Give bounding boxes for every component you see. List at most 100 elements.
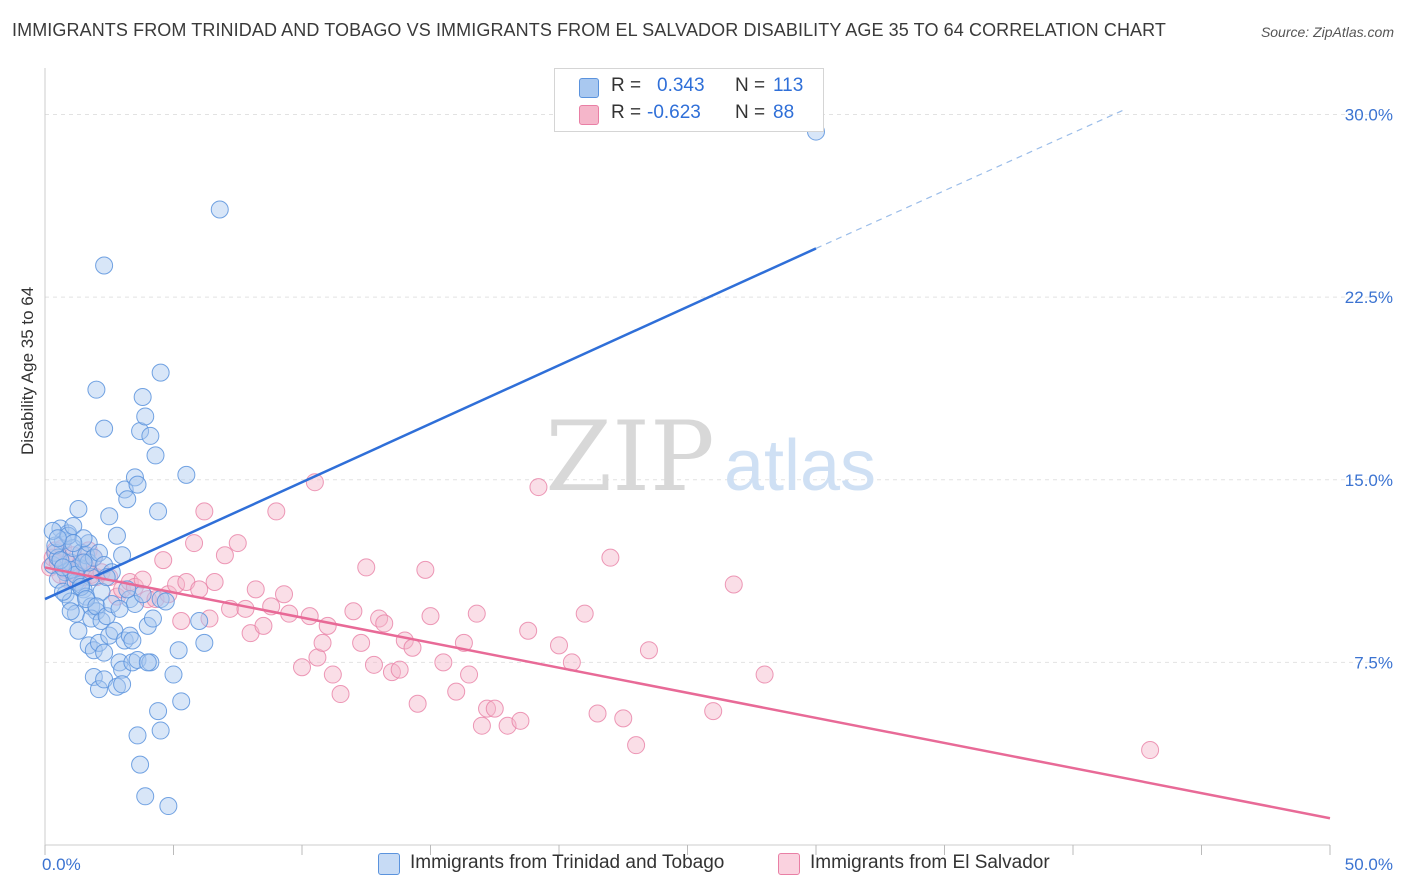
data-point-el-salvador [614, 709, 633, 728]
data-point-el-salvador [267, 502, 286, 521]
data-point-el-salvador [246, 580, 265, 599]
trend-line-trinidad-extension [815, 109, 1125, 249]
axes [44, 68, 1331, 855]
data-point-el-salvador [447, 682, 466, 701]
data-point-el-salvador [308, 648, 327, 667]
data-point-trinidad [100, 507, 119, 526]
bottom-legend-swatch-blue [378, 853, 400, 875]
data-point-el-salvador [331, 685, 350, 704]
data-point-el-salvador [601, 548, 620, 567]
legend-n-label: N = [735, 102, 766, 123]
data-point-el-salvador [724, 575, 743, 594]
series-el-salvador-points [41, 473, 1160, 760]
data-point-el-salvador [300, 607, 319, 626]
data-point-trinidad [69, 621, 88, 640]
data-point-trinidad [125, 468, 144, 487]
y-axis-label: Disability Age 35 to 64 [18, 286, 37, 455]
legend-r-label: R = [611, 102, 642, 123]
data-point-trinidad [51, 551, 70, 570]
data-point-trinidad [74, 529, 93, 548]
data-point-trinidad [128, 726, 147, 745]
data-point-el-salvador [550, 636, 568, 655]
data-point-el-salvador [275, 585, 294, 604]
data-point-el-salvador [133, 570, 152, 589]
data-point-trinidad [156, 592, 175, 611]
data-point-trinidad [82, 609, 101, 628]
data-point-el-salvador [313, 633, 332, 652]
data-point-trinidad [143, 609, 162, 628]
data-point-trinidad [79, 636, 98, 655]
legend-r-value: -0.623 [647, 102, 701, 123]
series-trinidad-points [43, 122, 825, 816]
data-point-el-salvador [205, 573, 224, 592]
data-point-trinidad [123, 653, 142, 672]
data-point-trinidad [61, 602, 80, 621]
data-point-trinidad [107, 526, 126, 545]
data-point-trinidad [131, 422, 150, 441]
data-point-trinidad [136, 787, 155, 806]
data-point-el-salvador [704, 702, 723, 721]
data-point-trinidad [128, 475, 147, 494]
data-point-el-salvador [575, 604, 594, 623]
data-point-trinidad [89, 543, 108, 562]
tick-labels: 7.5% 15.0% 22.5% 30.0% 0.0% 50.0% [42, 106, 1393, 874]
x-tick-label: 0.0% [42, 855, 81, 874]
data-point-el-salvador [375, 614, 394, 633]
data-point-el-salvador [318, 616, 337, 635]
data-point-el-salvador [511, 711, 530, 730]
data-point-trinidad [195, 633, 214, 652]
data-point-trinidad [146, 446, 165, 465]
data-point-trinidad [172, 692, 191, 711]
data-point-trinidad [118, 490, 137, 509]
data-point-el-salvador [344, 602, 363, 621]
source-label: Source: ZipAtlas.com [1260, 24, 1394, 40]
data-point-trinidad [92, 582, 111, 601]
data-point-trinidad [123, 631, 142, 650]
y-tick-label: 7.5% [1354, 653, 1393, 672]
y-tick-label: 30.0% [1345, 106, 1393, 125]
legend-n-label: N = [735, 75, 766, 96]
legend-swatch-pink [579, 105, 599, 125]
data-point-trinidad [177, 465, 196, 484]
data-point-trinidad [131, 755, 150, 774]
data-point-el-salvador [529, 478, 548, 497]
data-point-trinidad [138, 653, 157, 672]
data-point-el-salvador [639, 641, 658, 660]
data-point-el-salvador [352, 633, 371, 652]
data-point-el-salvador [172, 611, 191, 630]
y-tick-label: 15.0% [1345, 471, 1393, 490]
data-point-trinidad [164, 665, 183, 684]
data-point-trinidad [107, 677, 126, 696]
data-point-trinidad [87, 380, 106, 399]
legend-swatch-blue [579, 78, 599, 98]
data-point-el-salvador [323, 665, 342, 684]
data-point-trinidad [95, 643, 114, 662]
data-point-trinidad [89, 633, 108, 652]
y-tick-label: 22.5% [1345, 288, 1393, 307]
data-point-el-salvador [408, 694, 427, 713]
data-point-trinidad [110, 653, 129, 672]
bottom-legend-swatch-pink [778, 853, 800, 875]
data-point-el-salvador [254, 616, 273, 635]
data-point-trinidad [48, 529, 67, 548]
watermark: ZIP atlas [545, 401, 876, 513]
data-point-trinidad [151, 363, 170, 382]
data-point-trinidad [84, 667, 103, 686]
data-point-el-salvador [185, 534, 204, 553]
data-point-trinidad [113, 675, 132, 694]
data-point-trinidad [149, 702, 168, 721]
data-point-trinidad [74, 553, 93, 572]
data-point-trinidad [64, 534, 83, 553]
data-point-el-salvador [228, 534, 247, 553]
data-point-trinidad [120, 626, 139, 645]
data-point-trinidad [77, 590, 96, 609]
data-point-el-salvador [390, 660, 409, 679]
data-point-trinidad [89, 680, 108, 699]
data-point-trinidad [95, 419, 114, 438]
data-point-el-salvador [215, 546, 234, 565]
data-point-trinidad [92, 611, 111, 630]
data-point-el-salvador [154, 551, 173, 570]
watermark-zip: ZIP [545, 401, 714, 513]
data-point-trinidad [115, 631, 134, 650]
